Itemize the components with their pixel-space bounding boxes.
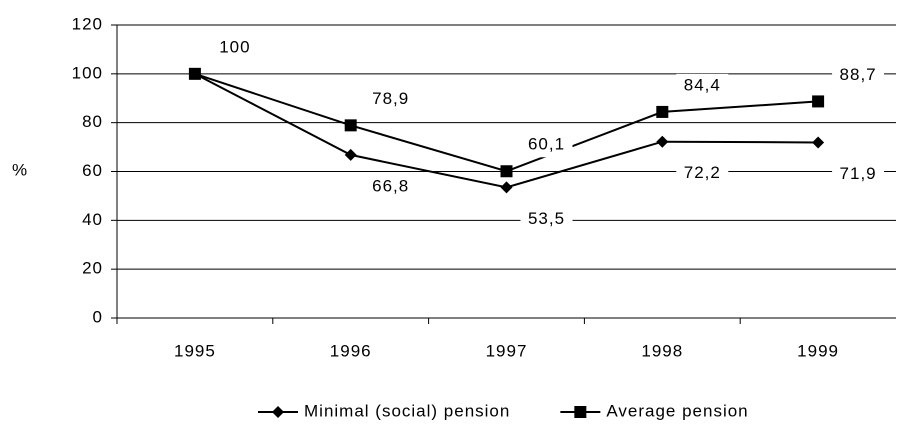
y-tick-label: 80 [82, 112, 103, 131]
label-bg [832, 63, 885, 88]
marker [656, 105, 669, 118]
marker [500, 165, 513, 178]
y-tick-label: 60 [82, 161, 103, 180]
data-label: 78,9 [372, 89, 409, 108]
y-tick-label: 0 [93, 307, 103, 326]
marker [344, 148, 357, 161]
x-tick-label: 1996 [330, 341, 372, 360]
y-tick-label: 40 [82, 210, 103, 229]
x-tick-label: 1999 [797, 341, 839, 360]
x-tick-label: 1997 [486, 341, 528, 360]
marker [812, 95, 825, 108]
label-bg [208, 35, 261, 60]
marker [500, 181, 513, 194]
y-tick-label: 20 [82, 259, 103, 278]
legend-label: Minimal (social) pension [304, 401, 510, 420]
marker [656, 135, 669, 148]
label-bg [832, 162, 885, 187]
data-label: 60,1 [528, 135, 565, 154]
label-bg [364, 87, 417, 112]
marker [344, 119, 357, 132]
marker [574, 406, 587, 418]
legend-label: Average pension [606, 401, 748, 420]
data-label: 88,7 [840, 65, 877, 84]
label-bg [676, 161, 729, 186]
label-bg [676, 73, 729, 98]
y-tick-label: 100 [72, 63, 103, 82]
label-bg [520, 133, 573, 158]
marker [272, 406, 284, 418]
data-label: 53,5 [528, 209, 565, 228]
data-label: 71,9 [840, 164, 877, 183]
marker [812, 136, 825, 149]
x-tick-label: 1998 [641, 341, 683, 360]
y-axis-label: % [12, 160, 28, 179]
data-label: 72,2 [684, 163, 721, 182]
data-label: 84,4 [684, 75, 721, 94]
y-tick-label: 120 [72, 14, 103, 33]
label-bg [520, 207, 573, 232]
data-label: 66,8 [372, 176, 409, 195]
marker [188, 67, 201, 80]
x-tick-label: 1995 [174, 341, 216, 360]
label-bg [364, 174, 417, 199]
data-label: 100 [219, 37, 250, 56]
